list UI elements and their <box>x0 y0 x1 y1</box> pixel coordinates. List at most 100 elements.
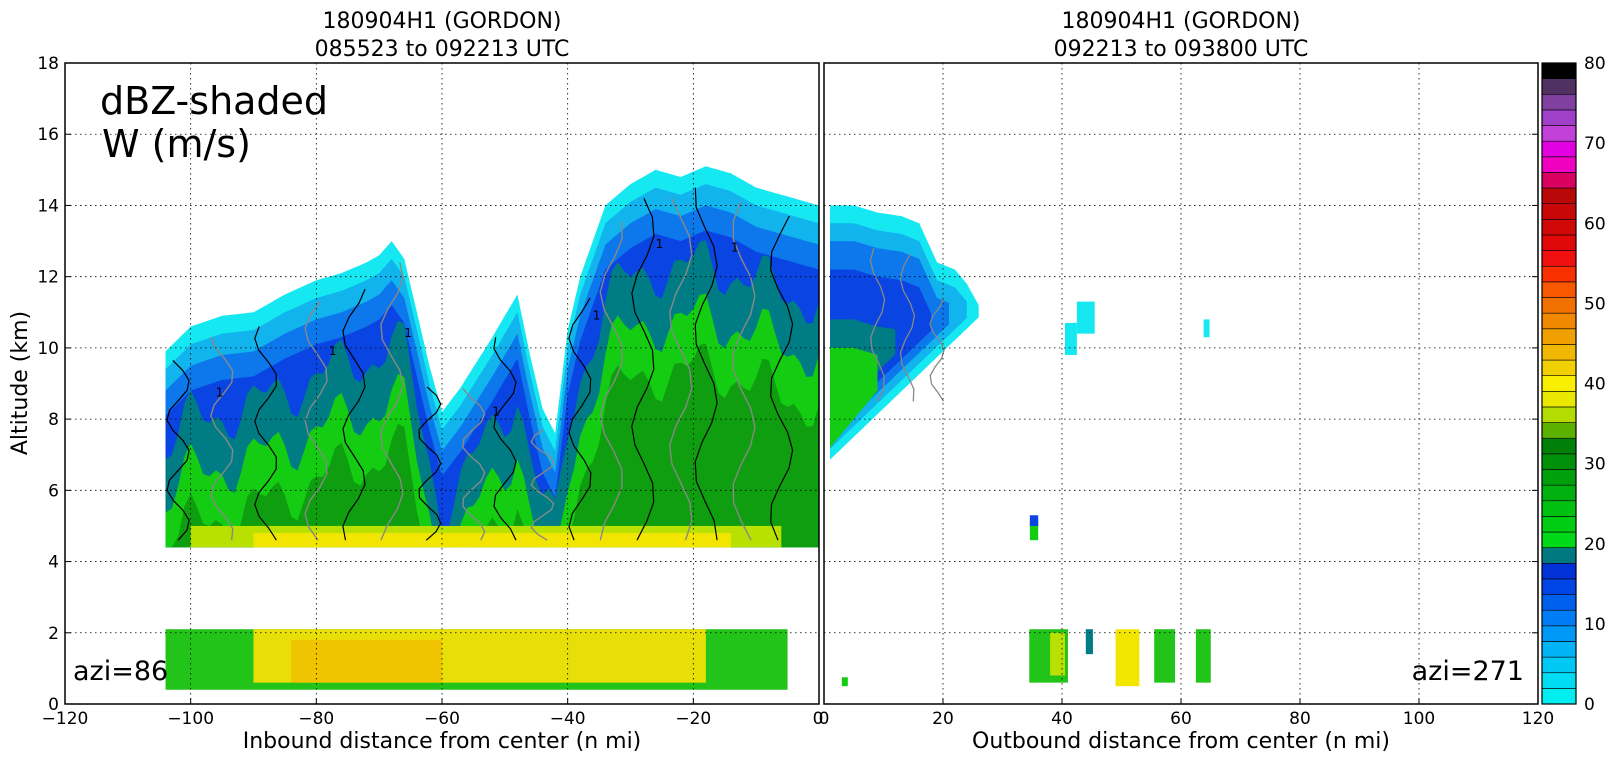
echo-cell <box>1050 632 1065 676</box>
colorbar-swatch <box>1541 187 1577 205</box>
colorbar-swatch <box>1541 359 1577 376</box>
echo-cell <box>841 677 848 687</box>
left-reflectivity-field: 1 1 1 1 1 1 1 <box>165 166 819 690</box>
colorbar-tick-label: 10 <box>1584 615 1606 635</box>
right-title-line1: 180904H1 (GORDON) <box>1061 9 1300 34</box>
colorbar-swatch <box>1541 406 1577 423</box>
echo-cell <box>1085 629 1093 655</box>
colorbar-swatch <box>1541 203 1577 220</box>
right-x-axis-label: Outbound distance from center (n mi) <box>972 729 1390 754</box>
left-grid <box>65 63 819 704</box>
colorbar-swatch <box>1541 250 1577 267</box>
x-tick-label: 40 <box>1051 709 1073 729</box>
w-contour <box>342 288 366 541</box>
y-tick-label: 10 <box>37 339 59 359</box>
contour-label: 1 <box>492 405 500 419</box>
echo-cell <box>1154 629 1176 683</box>
x-tick-label: 120 <box>1522 709 1554 729</box>
colorbar-swatch <box>1541 156 1577 173</box>
colorbar-swatch <box>1541 78 1577 95</box>
colorbar-swatch <box>1541 453 1577 470</box>
colorbar-swatch <box>1541 125 1577 142</box>
right-panel: 180904H1 (GORDON) 092213 to 093800 UTC 0… <box>819 9 1555 754</box>
colorbar-swatch <box>1541 93 1577 111</box>
w-contour <box>869 248 886 402</box>
colorbar-swatch <box>1541 422 1577 439</box>
annotation-w-ms: W (m/s) <box>102 122 251 166</box>
w-contour <box>929 297 945 402</box>
y-tick-label: 14 <box>37 196 59 216</box>
w-contour <box>668 198 693 541</box>
right-grid <box>824 63 1538 704</box>
w-contour <box>380 262 404 541</box>
colorbar-swatch <box>1541 516 1577 533</box>
right-azimuth-label: azi=271 <box>1412 656 1524 687</box>
w-contour <box>732 201 756 541</box>
w-contour <box>493 337 517 541</box>
y-tick-label: 4 <box>48 553 59 573</box>
echo-cell <box>1029 518 1039 541</box>
colorbar-ticks: 0 10 20 30 40 50 60 70 80 <box>1584 54 1606 715</box>
colorbar: 0 10 20 30 40 50 60 70 80 <box>1541 54 1606 715</box>
colorbar-swatch <box>1541 265 1577 283</box>
colorbar-tick-label: 70 <box>1584 134 1606 154</box>
x-tick-label: −20 <box>675 709 711 729</box>
colorbar-swatch <box>1541 609 1577 627</box>
contour-label: 1 <box>216 385 224 399</box>
contour-label: 1 <box>329 344 337 358</box>
contour-label: 1 <box>656 237 664 251</box>
right-axis-ticks: 0 20 40 60 80 100 120 <box>819 62 1554 729</box>
left-title-line2: 085523 to 092213 UTC <box>315 37 570 62</box>
colorbar-swatch <box>1541 562 1577 580</box>
colorbar-tick-label: 0 <box>1584 695 1595 715</box>
colorbar-swatch <box>1541 375 1577 392</box>
colorbar-swatch <box>1541 344 1577 361</box>
colorbar-swatch <box>1541 281 1577 298</box>
y-tick-label: 8 <box>48 410 59 430</box>
y-axis-label: Altitude (km) <box>8 311 33 455</box>
colorbar-swatch <box>1541 656 1577 674</box>
echo-cell <box>1029 515 1039 526</box>
colorbar-swatch <box>1541 594 1577 611</box>
colorbar-swatch <box>1541 672 1577 689</box>
x-tick-label: −60 <box>424 709 460 729</box>
x-tick-label: 100 <box>1403 709 1435 729</box>
echo-cell <box>1064 322 1077 356</box>
colorbar-swatch <box>1541 469 1577 486</box>
x-tick-label: −40 <box>550 709 586 729</box>
y-tick-label: 12 <box>37 268 59 288</box>
x-tick-label: 0 <box>813 709 824 729</box>
w-contour <box>770 215 794 541</box>
colorbar-swatches <box>1541 62 1577 705</box>
echo-cell <box>1076 301 1095 334</box>
w-contour <box>631 198 655 541</box>
colorbar-swatch <box>1541 641 1577 658</box>
w-contour <box>694 187 718 541</box>
left-azimuth-label: azi=86 <box>73 656 168 687</box>
echo-layer-darkgreen <box>165 343 819 548</box>
colorbar-swatch <box>1541 140 1577 158</box>
w-contour <box>899 253 916 402</box>
right-title-line2: 092213 to 093800 UTC <box>1054 37 1309 62</box>
y-tick-label: 16 <box>37 125 59 145</box>
colorbar-swatch <box>1541 109 1577 126</box>
colorbar-swatch <box>1541 391 1577 408</box>
colorbar-swatch <box>1541 437 1577 455</box>
contour-label: 1 <box>593 308 601 322</box>
y-tick-label: 0 <box>48 695 59 715</box>
right-reflectivity-field <box>830 205 1211 687</box>
colorbar-swatch <box>1541 547 1577 564</box>
left-panel: 180904H1 (GORDON) 085523 to 092213 UTC 1… <box>8 9 823 754</box>
w-contour <box>166 359 190 541</box>
bright-band-yellow <box>253 533 732 548</box>
x-tick-label: 0 <box>819 709 830 729</box>
colorbar-swatch <box>1541 297 1577 314</box>
colorbar-tick-label: 40 <box>1584 375 1606 395</box>
colorbar-swatch <box>1541 219 1577 236</box>
contour-label: 1 <box>404 326 412 340</box>
left-title-line1: 180904H1 (GORDON) <box>322 9 561 34</box>
contour-label: 1 <box>731 241 739 255</box>
echo-cell <box>1115 629 1140 687</box>
colorbar-tick-label: 30 <box>1584 455 1606 475</box>
w-contour <box>210 336 234 541</box>
